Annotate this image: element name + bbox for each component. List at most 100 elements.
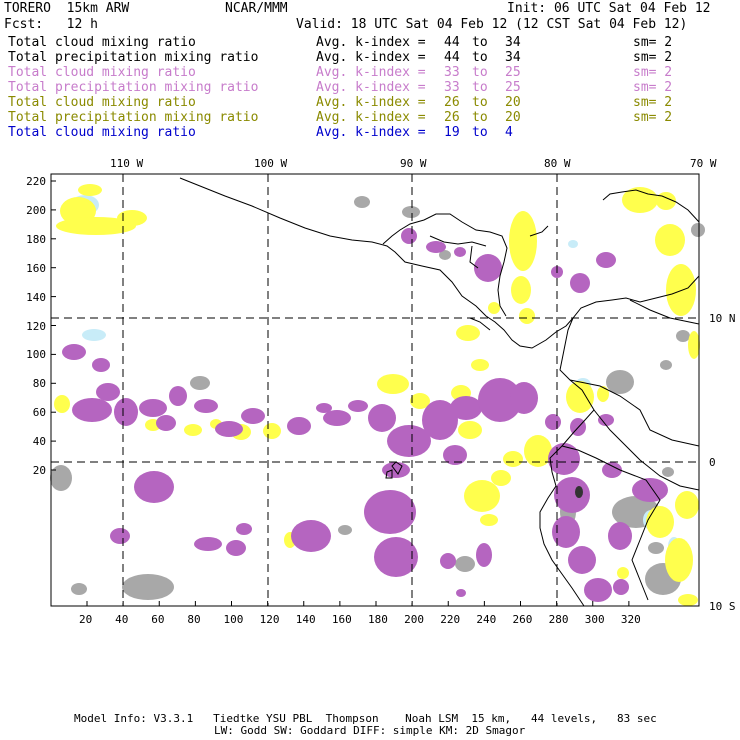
y-tick-label: 80 (32, 377, 46, 391)
x-tick-label: 160 (331, 613, 352, 626)
lon-label: 70 W (690, 157, 717, 170)
legend-kindex: Avg. k-index = (316, 65, 426, 80)
dark-shading (575, 486, 583, 498)
model-info: Model Info: V3.3.1 Tiedtke YSU PBL Thomp… (74, 712, 657, 725)
legend-end: 20 (505, 110, 521, 125)
legend-row: Total precipitation mixing ratio Avg. k-i… (8, 51, 738, 65)
legend-row: Total cloud mixing ratio Avg. k-index = 19… (8, 126, 738, 140)
legend-field: Total cloud mixing ratio (8, 65, 196, 80)
legend-end: 25 (505, 80, 521, 95)
lon-label: 90 W (400, 157, 427, 170)
legend-end: 4 (505, 125, 513, 140)
y-tick-label: 180 (26, 232, 46, 246)
legend-row: Total cloud mixing ratio Avg. k-index = 44… (8, 36, 738, 50)
y-tick-label: 220 (26, 175, 46, 188)
legend-sm: sm= 2 (633, 65, 673, 80)
legend-to: to (472, 95, 488, 110)
legend-from: 44 (444, 50, 460, 65)
legend-field: Total cloud mixing ratio (8, 95, 196, 110)
x-tick-label: 220 (440, 613, 461, 626)
legend-end: 34 (505, 50, 521, 65)
x-tick-label: 280 (548, 613, 569, 626)
legend-sm: sm= 2 (633, 80, 673, 95)
gray-shading (50, 196, 705, 600)
x-tick-label: 240 (476, 613, 497, 626)
legend-to: to (472, 65, 488, 80)
coastline (179, 177, 700, 607)
graticule (51, 174, 699, 606)
y-tick-label: 140 (26, 290, 46, 304)
legend-to: to (472, 35, 488, 50)
axis-ticks (51, 180, 630, 606)
x-tick-label: 100 (223, 613, 244, 626)
legend-kindex: Avg. k-index = (316, 80, 426, 95)
x-tick-label: 260 (512, 613, 533, 626)
x-tick-label: 180 (368, 613, 388, 626)
y-tick-label: 40 (32, 435, 46, 449)
legend-sm: sm= 2 (633, 110, 673, 125)
legend-to: to (472, 125, 488, 140)
valid-time: Valid: 18 UTC Sat 04 Feb 12 (12 CST Sat … (296, 17, 688, 32)
legend-to: to (472, 50, 488, 65)
plot-frame (50, 173, 700, 607)
legend-sm: sm= 2 (633, 35, 673, 50)
x-tick-label: 60 (151, 613, 165, 626)
legend-from: 19 (444, 125, 460, 140)
model-physics: LW: Godd SW: Goddard DIFF: simple KM: 2D… (214, 724, 526, 737)
y-tick-label: 160 (26, 261, 46, 275)
lon-label: 100 W (254, 157, 288, 170)
x-tick-label: 80 (187, 613, 201, 626)
legend-end: 34 (505, 35, 521, 50)
legend-row: Total precipitation mixing ratio Avg. k-i… (8, 81, 738, 95)
legend-kindex: Avg. k-index = (316, 95, 426, 110)
legend-field: Total cloud mixing ratio (8, 125, 196, 140)
legend-sm: sm= 2 (633, 50, 673, 65)
lat-label: 10 N (709, 312, 736, 325)
legend-row: Total cloud mixing ratio Avg. k-index = 26… (8, 96, 738, 110)
legend-end: 25 (505, 65, 521, 80)
legend-row: Total cloud mixing ratio Avg. k-index = 33… (8, 66, 738, 80)
legend-field: Total precipitation mixing ratio (8, 50, 259, 65)
legend-kindex: Avg. k-index = (316, 125, 426, 140)
lat-label: 10 S (709, 600, 736, 613)
legend-from: 44 (444, 35, 460, 50)
legend-sm: sm= 2 (633, 95, 673, 110)
legend-kindex: Avg. k-index = (316, 35, 426, 50)
forecast-hour: Fcst: 12 h (4, 17, 98, 32)
x-tick-label: 300 (584, 613, 605, 626)
legend-from: 26 (444, 110, 460, 125)
y-tick-label: 20 (32, 464, 46, 477)
lon-label: 110 W (110, 157, 144, 170)
legend-kindex: Avg. k-index = (316, 50, 426, 65)
init-time: Init: 06 UTC Sat 04 Feb 12 (507, 1, 711, 16)
model-title: TORERO 15km ARW (4, 1, 130, 16)
legend-field: Total cloud mixing ratio (8, 35, 196, 50)
legend-from: 33 (444, 80, 460, 95)
x-tick-label: 140 (295, 613, 316, 626)
lon-label: 80 W (544, 157, 571, 170)
y-tick-label: 60 (32, 406, 46, 420)
mixing-ratio-shading (50, 184, 705, 606)
lat-label: 0 (709, 456, 716, 469)
legend-row: Total precipitation mixing ratio Avg. k-i… (8, 111, 738, 125)
organization-label: NCAR/MMM (225, 1, 288, 16)
legend-kindex: Avg. k-index = (316, 110, 426, 125)
legend-field: Total precipitation mixing ratio (8, 110, 259, 125)
legend-to: to (472, 80, 488, 95)
x-tick-label: 120 (259, 613, 280, 626)
x-tick-label: 200 (404, 613, 424, 626)
x-tick-label: 20 (79, 613, 93, 626)
yellow-shading (54, 184, 700, 606)
purple-shading (62, 228, 668, 602)
x-tick-label: 40 (115, 613, 129, 626)
legend-field: Total precipitation mixing ratio (8, 80, 259, 95)
y-tick-label: 120 (26, 319, 46, 333)
legend-end: 20 (505, 95, 521, 110)
legend-to: to (472, 110, 488, 125)
y-tick-label: 100 (26, 348, 46, 362)
legend-from: 26 (444, 95, 460, 110)
legend-from: 33 (444, 65, 460, 80)
y-tick-label: 200 (26, 203, 46, 217)
x-tick-label: 320 (620, 613, 641, 626)
